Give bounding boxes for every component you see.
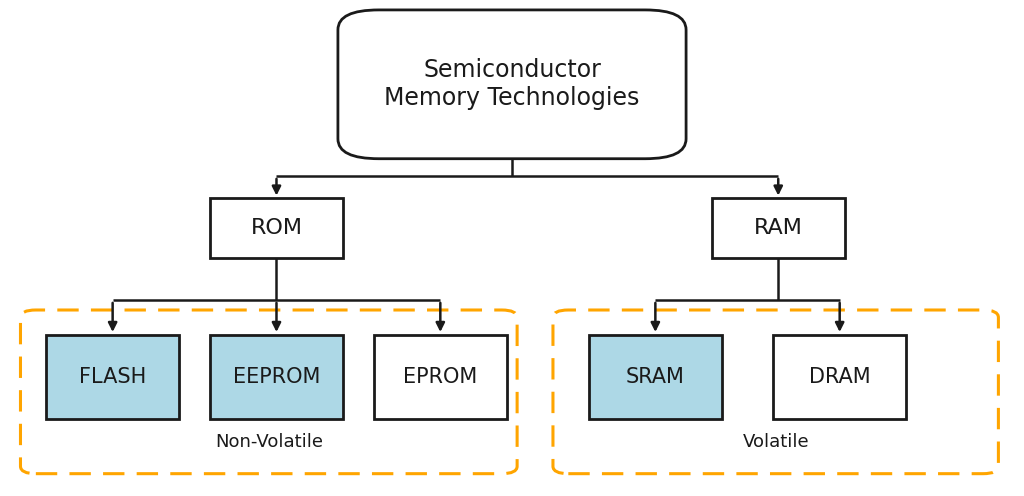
FancyBboxPatch shape	[374, 335, 507, 419]
FancyBboxPatch shape	[773, 335, 906, 419]
Text: Non-Volatile: Non-Volatile	[215, 434, 323, 451]
FancyBboxPatch shape	[46, 335, 179, 419]
Text: EPROM: EPROM	[403, 367, 477, 387]
Text: ROM: ROM	[251, 218, 302, 238]
FancyBboxPatch shape	[210, 335, 343, 419]
Text: FLASH: FLASH	[79, 367, 146, 387]
FancyBboxPatch shape	[338, 10, 686, 159]
Text: RAM: RAM	[754, 218, 803, 238]
FancyBboxPatch shape	[589, 335, 722, 419]
Text: SRAM: SRAM	[626, 367, 685, 387]
Text: EEPROM: EEPROM	[232, 367, 321, 387]
Text: Volatile: Volatile	[742, 434, 809, 451]
FancyBboxPatch shape	[210, 198, 343, 258]
Text: DRAM: DRAM	[809, 367, 870, 387]
Text: Semiconductor
Memory Technologies: Semiconductor Memory Technologies	[384, 59, 640, 110]
FancyBboxPatch shape	[712, 198, 845, 258]
